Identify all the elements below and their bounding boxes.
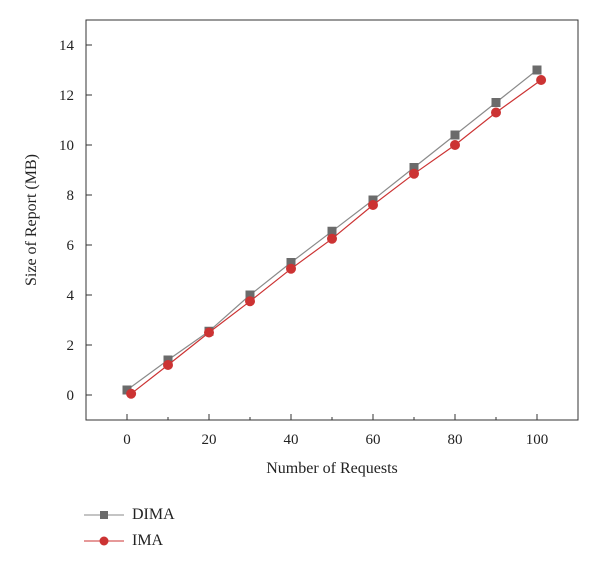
y-tick-label: 14 <box>59 38 75 54</box>
legend: DIMA IMA <box>84 502 284 554</box>
data-point-ima <box>286 263 296 274</box>
data-point-dima <box>286 258 296 267</box>
legend-item-dima: DIMA <box>84 502 284 528</box>
y-tick-label: 0 <box>67 388 75 404</box>
data-point-dima <box>450 130 460 140</box>
x-tick-label: 80 <box>448 432 463 448</box>
data-point-ima <box>163 360 173 370</box>
x-tick-label: 20 <box>202 432 217 448</box>
data-point-ima <box>450 140 460 150</box>
y-tick-label: 12 <box>59 88 74 104</box>
data-point-ima <box>491 107 501 118</box>
y-tick-label: 8 <box>67 188 75 204</box>
data-point-ima <box>126 388 137 399</box>
x-tick-label: 0 <box>123 432 131 448</box>
x-axis-title: Number of Requests <box>266 460 398 477</box>
data-point-ima <box>409 168 419 179</box>
data-point-dima <box>409 163 419 172</box>
data-point-dima <box>245 290 255 300</box>
y-tick-label: 10 <box>59 138 74 154</box>
data-point-ima <box>204 327 214 338</box>
x-axis-ticks: 0 20 40 60 80 100 <box>85 414 579 448</box>
y-tick-label: 2 <box>67 338 75 354</box>
series-layer <box>122 65 547 399</box>
plot-frame <box>85 19 579 421</box>
data-point-ima <box>536 75 547 85</box>
y-axis-ticks: 0 2 4 6 8 10 12 14 <box>59 38 92 404</box>
chart: 0 2 4 6 8 10 12 14 0 20 40 60 80 100 Number of Reque… <box>23 19 579 477</box>
x-tick-label: 100 <box>526 432 549 448</box>
legend-swatch-ima <box>84 536 124 546</box>
data-point-ima <box>368 200 378 210</box>
legend-swatch-dima <box>84 511 124 519</box>
y-tick-label: 6 <box>67 238 75 254</box>
data-point-dima <box>122 385 132 395</box>
data-point-dima <box>532 65 542 75</box>
data-point-ima <box>327 233 337 244</box>
data-point-ima <box>245 296 255 307</box>
legend-label-ima: IMA <box>132 532 164 549</box>
data-point-dima <box>327 226 337 236</box>
legend-label-dima: DIMA <box>132 506 175 523</box>
legend-item-ima: IMA <box>84 528 284 554</box>
y-tick-label: 4 <box>67 288 75 304</box>
x-tick-label: 40 <box>284 432 299 448</box>
data-point-dima <box>491 98 501 107</box>
y-axis-title: Size of Report (MB) <box>23 154 40 286</box>
x-tick-label: 60 <box>366 432 381 448</box>
